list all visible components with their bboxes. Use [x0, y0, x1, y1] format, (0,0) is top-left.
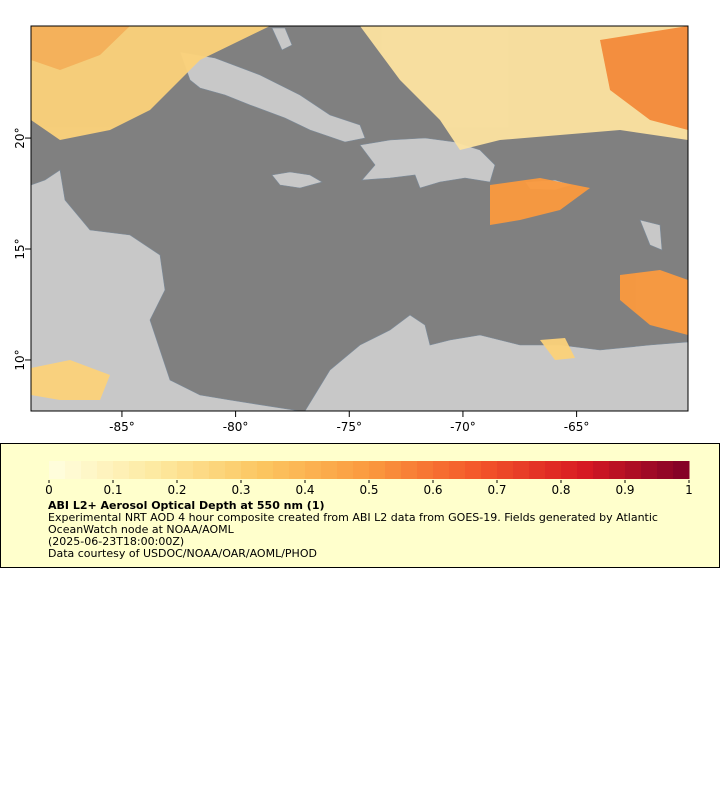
colorbar-swatch	[65, 461, 82, 479]
y-tick-label: 20°	[13, 127, 27, 148]
lesser-antilles	[639, 219, 663, 251]
land	[30, 27, 689, 412]
colorbar-swatch	[129, 461, 146, 479]
colorbar-swatch	[193, 461, 210, 479]
colorbar-swatch	[225, 461, 242, 479]
colorbar-swatch	[609, 461, 626, 479]
colorbar-swatch	[385, 461, 402, 479]
colorbar-tick-label: 0.1	[103, 483, 122, 497]
colorbar-swatch	[289, 461, 306, 479]
legend-credit: Data courtesy of USDOC/NOAA/OAR/AOML/PHO…	[48, 547, 317, 560]
colorbar-swatch	[417, 461, 434, 479]
colorbar-tick-label: 0.8	[551, 483, 570, 497]
colorbar-swatch	[641, 461, 658, 479]
x-tick-label: -80°	[223, 420, 249, 434]
x-tick-label: -85°	[109, 420, 135, 434]
jamaica	[271, 171, 323, 189]
cuba	[179, 51, 366, 143]
colorbar-swatch	[465, 461, 482, 479]
y-tick-label: 15°	[13, 238, 27, 259]
colorbar-swatch	[241, 461, 258, 479]
colorbar-swatch	[593, 461, 610, 479]
colorbar-swatch	[209, 461, 226, 479]
colorbar-swatch	[545, 461, 562, 479]
aerosol-patch	[31, 26, 130, 70]
colorbar-tick-label: 0.2	[167, 483, 186, 497]
colorbar-swatch	[321, 461, 338, 479]
x-tick-label: -75°	[336, 420, 362, 434]
aerosol-patch	[620, 270, 688, 335]
colorbar: 0 0.1 0.2 0.3 0.4 0.5 0.6 0.7 0.8 0.9 1	[45, 461, 693, 497]
map: -85° -80° -75° -70° -65° 10° 15° 20°	[13, 25, 689, 434]
colorbar-swatch	[161, 461, 178, 479]
colorbar-swatch	[561, 461, 578, 479]
colorbar-swatch	[657, 461, 674, 479]
colorbar-swatch	[177, 461, 194, 479]
colorbar-tick-label: 0.5	[359, 483, 378, 497]
x-tick-label: -65°	[564, 420, 590, 434]
colorbar-swatch	[97, 461, 114, 479]
colorbar-swatch	[305, 461, 322, 479]
colorbar-tick-label: 0.6	[423, 483, 442, 497]
aerosol-patch	[31, 360, 110, 400]
colorbar-swatch	[369, 461, 386, 479]
colorbar-swatch	[337, 461, 354, 479]
aerosol-patch	[490, 178, 590, 225]
colorbar-swatch	[625, 461, 642, 479]
colorbar-tick-label: 0.9	[615, 483, 634, 497]
colorbar-swatch	[401, 461, 418, 479]
legend-info: ABI L2+ Aerosol Optical Depth at 550 nm …	[48, 500, 698, 560]
aerosol-field	[31, 26, 688, 400]
colorbar-swatch	[577, 461, 594, 479]
florida-tip	[271, 27, 293, 51]
colorbar-tick-label: 0.7	[487, 483, 506, 497]
hispaniola	[359, 137, 496, 189]
legend-time: (2025-06-23T18:00:00Z)	[48, 535, 185, 548]
colorbar-tick-label: 0.3	[231, 483, 250, 497]
colorbar-swatch	[449, 461, 466, 479]
colorbar-swatch	[145, 461, 162, 479]
legend-panel: 0 0.1 0.2 0.3 0.4 0.5 0.6 0.7 0.8 0.9 1 ABI L2+ Ae…	[0, 443, 720, 568]
colorbar-swatch	[481, 461, 498, 479]
south-america	[304, 314, 689, 412]
colorbar-swatch	[433, 461, 450, 479]
y-tick-label: 10°	[13, 349, 27, 370]
colorbar-tick-label: 0	[45, 483, 53, 497]
aerosol-patch	[540, 338, 575, 360]
map-frame	[30, 25, 689, 412]
colorbar-tick-label: 1	[685, 483, 693, 497]
colorbar-swatch	[673, 461, 690, 479]
colorbar-swatch	[49, 461, 66, 479]
colorbar-swatch	[81, 461, 98, 479]
legend-description: Experimental NRT AOD 4 hour composite cr…	[48, 511, 658, 536]
colorbar-swatch	[257, 461, 274, 479]
colorbar-swatch	[353, 461, 370, 479]
colorbar-swatch	[513, 461, 530, 479]
colorbar-swatch	[113, 461, 130, 479]
central-america	[30, 169, 301, 412]
aerosol-patch	[600, 26, 688, 130]
colorbar-swatch	[529, 461, 546, 479]
x-tick-label: -70°	[450, 420, 476, 434]
legend-title: ABI L2+ Aerosol Optical Depth at 550 nm …	[48, 499, 325, 512]
colorbar-swatch	[273, 461, 290, 479]
colorbar-tick-label: 0.4	[295, 483, 314, 497]
colorbar-swatch	[497, 461, 514, 479]
